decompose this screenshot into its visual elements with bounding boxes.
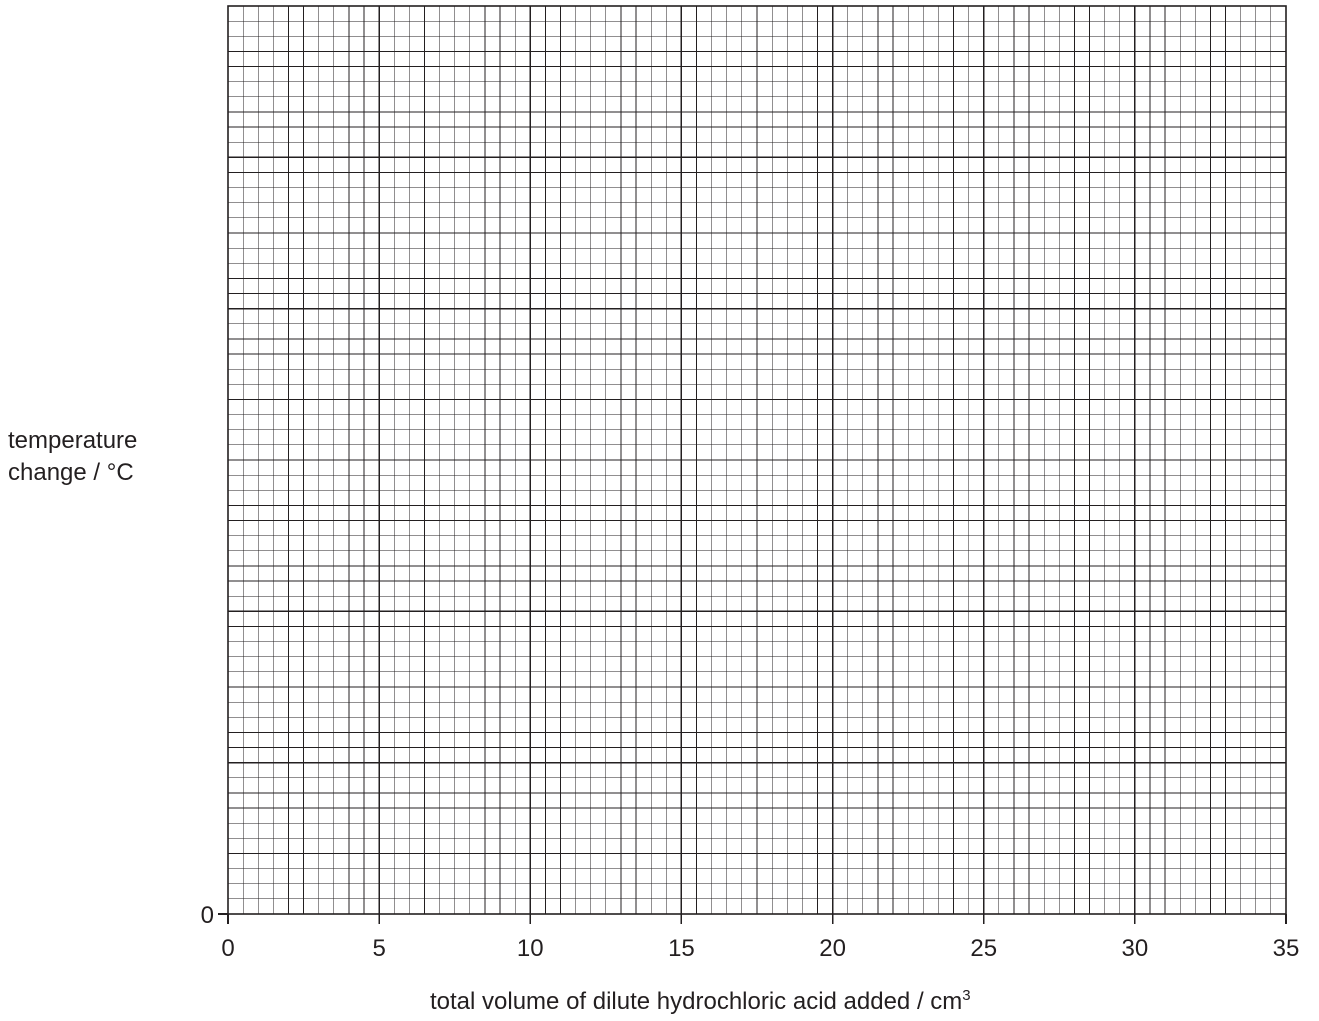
y-axis-label: temperature change / °C (8, 425, 137, 489)
y-tick-label: 0 (201, 902, 214, 929)
x-tick-label: 35 (1273, 935, 1300, 962)
x-tick-label: 25 (970, 935, 997, 962)
plot-border (227, 5, 1287, 915)
y-axis-label-line2: change / °C (8, 459, 134, 486)
y-axis-ticks: 0 (201, 902, 228, 929)
x-tick-label: 20 (819, 935, 846, 962)
x-tick-label: 30 (1122, 935, 1149, 962)
x-tick-label: 5 (372, 935, 385, 962)
x-tick-label: 0 (221, 935, 234, 962)
major-grid-lines (228, 6, 1286, 914)
x-axis-label-text: total volume of dilute hydrochloric acid… (430, 988, 963, 1015)
x-axis-ticks: 0 5 10 15 20 25 30 35 (221, 914, 1299, 962)
x-axis-label: total volume of dilute hydrochloric acid… (430, 986, 971, 1018)
x-tick-label: 15 (668, 935, 695, 962)
y-axis-label-line1: temperature (8, 427, 138, 454)
x-axis-label-superscript: 3 (962, 987, 971, 1004)
x-tick-label: 10 (517, 935, 544, 962)
